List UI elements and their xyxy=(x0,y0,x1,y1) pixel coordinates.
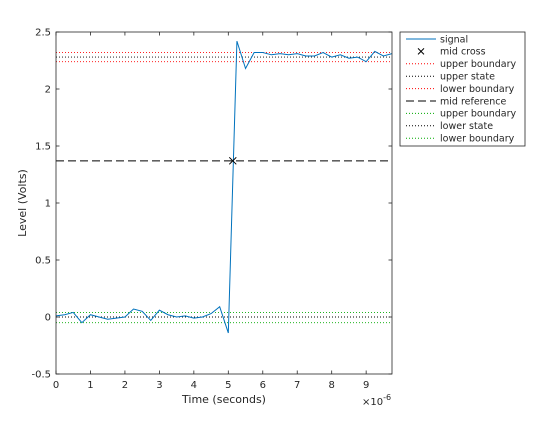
legend-label: signal xyxy=(440,34,468,45)
legend-label: upper state xyxy=(440,72,495,83)
x-tick-label: 9 xyxy=(363,380,369,391)
y-tick-label: 1 xyxy=(45,199,51,210)
x-tick-label: 1 xyxy=(87,380,93,391)
signal-layer xyxy=(55,40,393,334)
x-axis-label: Time (seconds) xyxy=(181,393,266,406)
legend-label: upper boundary xyxy=(440,59,516,70)
x-tick-label: 5 xyxy=(225,380,231,391)
x-axis-exponent-power: -6 xyxy=(383,393,391,402)
y-tick-label: 2.5 xyxy=(35,28,51,39)
x-tick-label: 7 xyxy=(294,380,300,391)
legend-label: lower state xyxy=(440,121,493,132)
mid-cross-stroke-b xyxy=(228,156,237,165)
x-tick-label: 0 xyxy=(53,380,59,391)
legend-entry-lower-boundary: lower boundary xyxy=(406,134,515,145)
signal-line xyxy=(55,40,393,334)
legend-entry-mid-cross: mid cross xyxy=(417,47,486,58)
legend-entry-signal: signal xyxy=(406,34,468,45)
legend-entry-upper-state: upper state xyxy=(406,72,495,83)
legend-entry-mid-reference: mid reference xyxy=(406,96,506,107)
mid-cross-marker xyxy=(228,156,237,165)
legend-label: mid cross xyxy=(440,47,486,58)
legend-entry-upper-boundary: upper boundary xyxy=(406,59,516,70)
x-tick-label: 2 xyxy=(122,380,128,391)
x-axis-ticks: 0 1 2 3 4 5 6 7 8 9 xyxy=(53,32,369,391)
legend-entry-lower-boundary: lower boundary xyxy=(406,84,515,95)
x-axis-exponent: ×10-6 xyxy=(362,393,391,408)
y-tick-label: 2 xyxy=(45,85,51,96)
legend-label: mid reference xyxy=(440,96,506,107)
x-tick-label: 6 xyxy=(260,380,266,391)
y-tick-label: 0.5 xyxy=(35,256,51,267)
marker-layer xyxy=(228,156,237,165)
y-axis-ticks: -0.5 0 0.5 1 1.5 2 2.5 xyxy=(31,28,392,381)
legend-swatch-x-b xyxy=(417,48,425,55)
y-axis-label: Level (Volts) xyxy=(16,169,29,237)
x-tick-label: 4 xyxy=(191,380,197,391)
legend-entry-upper-boundary: upper boundary xyxy=(406,109,516,120)
y-tick-label: -0.5 xyxy=(31,370,51,381)
y-tick-label: 1.5 xyxy=(35,142,51,153)
y-tick-label: 0 xyxy=(45,313,51,324)
legend-label: lower boundary xyxy=(440,84,515,95)
reference-lines xyxy=(56,52,392,324)
x-tick-label: 3 xyxy=(156,380,162,391)
legend-entry-lower-state: lower state xyxy=(406,121,493,132)
legend-label: upper boundary xyxy=(440,109,516,120)
legend-label: lower boundary xyxy=(440,134,515,145)
x-axis-exponent-base: ×10 xyxy=(362,397,383,408)
x-tick-label: 8 xyxy=(329,380,335,391)
